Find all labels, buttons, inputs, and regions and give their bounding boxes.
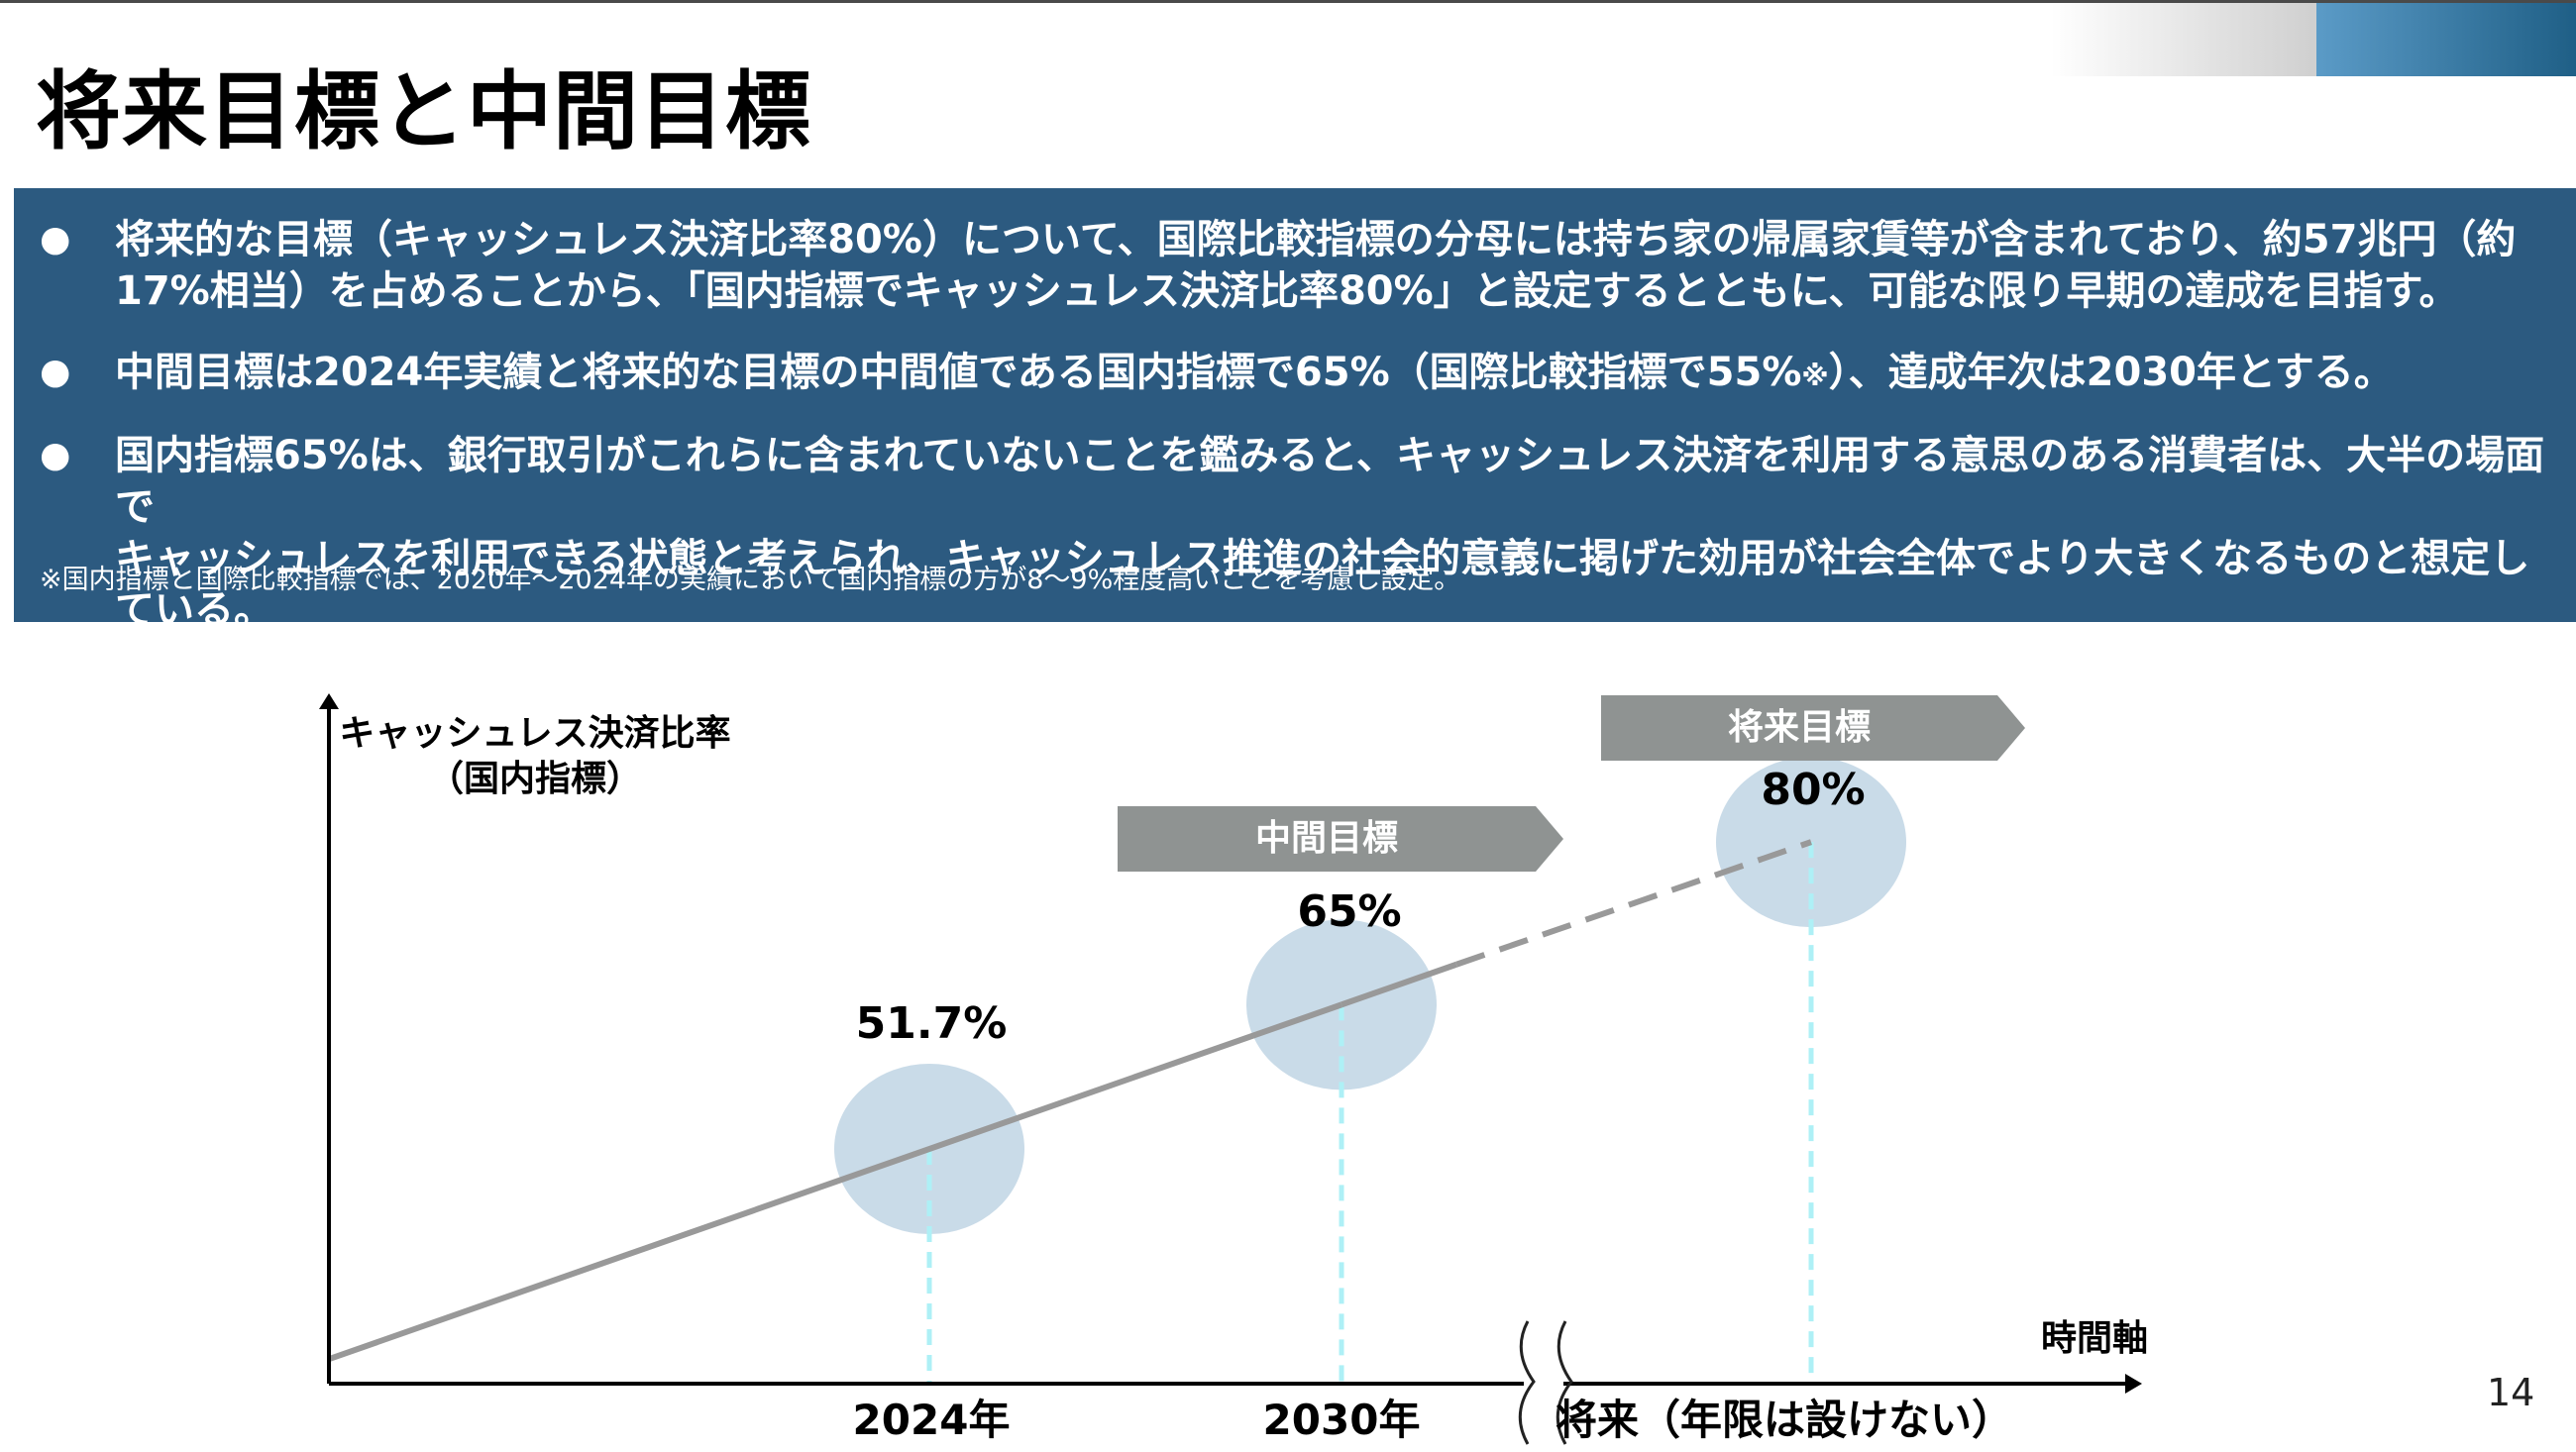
axis-break-icon <box>1556 1320 1573 1445</box>
y-axis-label-line: キャッシュレス決済比率 <box>339 713 731 754</box>
header-decoration-block <box>2316 3 2576 76</box>
bullet-interim-target: ● 中間目標は2024年実績と将来的な目標の中間値である国内指標で65%（国際比… <box>40 347 2556 402</box>
bullet-line: 将来的な目標（キャッシュレス決済比率80%）について、国際比較指標の分母には持ち… <box>115 217 2517 262</box>
top-border-line <box>0 0 2576 3</box>
bullet-icon: ● <box>40 219 71 259</box>
bullet-line: 17%相当）を占めることから、「国内指標でキャッシュレス決済比率80%」と設定す… <box>115 268 2459 314</box>
tag-interim-target: 中間目標 <box>1118 806 1563 872</box>
footnote: ※国内指標と国際比較指標では、2020年～2024年の実績において国内指標の方が… <box>40 565 1461 595</box>
value-label-2024: 51.7% <box>855 998 1008 1049</box>
bullet-line: キャッシュレスを利用できる状態と考えられ、キャッシュレス推進の社会的意義に掲げた… <box>115 536 2530 633</box>
summary-box: ● 将来的な目標（キャッシュレス決済比率80%）について、国際比較指標の分母には… <box>14 188 2576 633</box>
trend-line-actual-ext <box>1341 961 1457 1008</box>
value-label-2030: 65% <box>1297 886 1402 937</box>
guide-lines <box>926 842 1814 1382</box>
bullet-icon: ● <box>40 352 71 392</box>
axis-break-gap <box>1524 1317 1563 1446</box>
bullet-line: 国内指標65%は、銀行取引がこれらに含まれていないことを鑑みると、キャッシュレス… <box>115 433 2545 530</box>
bullet-text-part: ）、達成年次は2030年とする。 <box>1828 350 2394 395</box>
trend-line-projected <box>1455 839 1812 968</box>
x-axis-title: 時間軸 <box>2041 1318 2149 1359</box>
header-decoration-gradient <box>2051 3 2318 76</box>
bullet-line: 中間目標は2024年実績と将来的な目標の中間値である国内指標で65%（国際比較指… <box>115 347 2556 402</box>
tag-future-target: 将来目標 <box>1601 695 2025 761</box>
bullet-text-part: 中間目標は2024年実績と将来的な目標の中間値である国内指標で65%（国際比較指… <box>115 350 1802 395</box>
bullet-future-target: ● 将来的な目標（キャッシュレス決済比率80%）について、国際比較指標の分母には… <box>40 214 2556 317</box>
y-axis-arrow-icon <box>319 693 339 709</box>
y-axis-label-line: （国内指標） <box>427 759 642 799</box>
note-mark: ※ <box>1801 360 1829 392</box>
trend-lines <box>328 839 1812 1362</box>
chart <box>319 693 2142 1446</box>
x-tick-2024: 2024年 <box>852 1396 1011 1444</box>
bullet-icon: ● <box>40 435 71 475</box>
page-number: 14 <box>2487 1371 2535 1414</box>
x-axis-arrow-icon <box>2125 1374 2142 1394</box>
trend-line-actual <box>328 1001 1342 1362</box>
axis-break-icon <box>1518 1320 1536 1445</box>
y-axis-label: キャッシュレス決済比率 （国内指標） <box>327 711 743 802</box>
bullet-domestic-indicator: ● 国内指標65%は、銀行取引がこれらに含まれていないことを鑑みると、キャッシュ… <box>40 430 2556 636</box>
value-label-future: 80% <box>1761 765 1866 815</box>
x-tick-2030: 2030年 <box>1262 1396 1421 1444</box>
x-tick-future: 将来（年限は設けない） <box>1556 1396 2014 1444</box>
page-title: 将来目標と中間目標 <box>36 62 811 161</box>
